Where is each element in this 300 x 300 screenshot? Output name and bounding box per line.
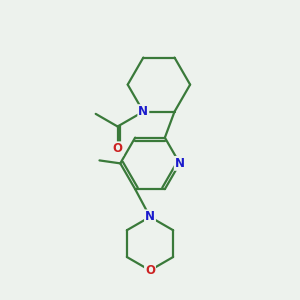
Text: N: N [175,157,185,170]
Text: O: O [145,264,155,277]
Text: N: N [145,210,155,224]
Text: O: O [112,142,123,155]
Text: N: N [138,105,148,118]
